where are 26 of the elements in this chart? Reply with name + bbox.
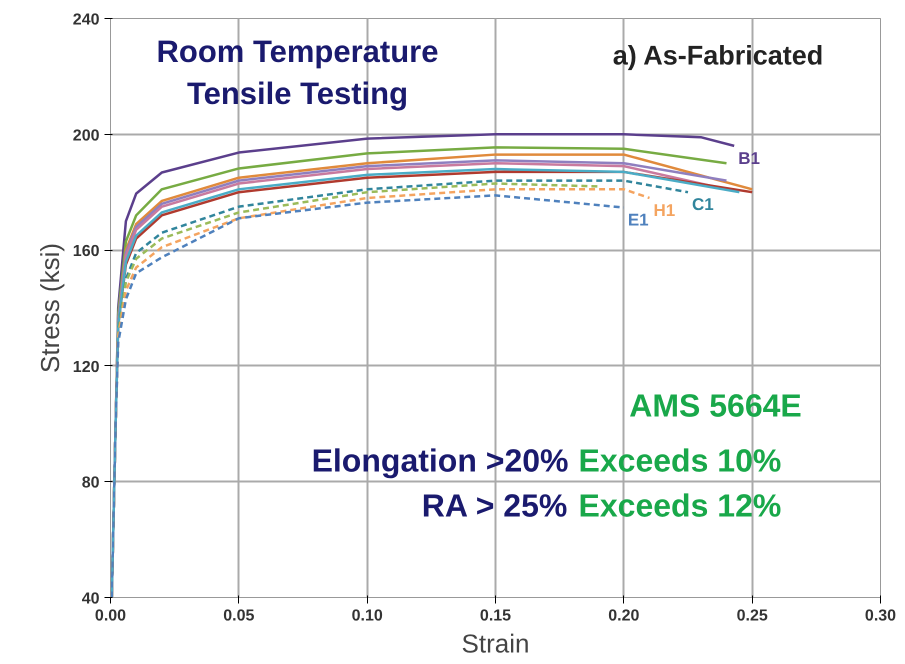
- y-tick-label: 40: [82, 590, 100, 608]
- y-axis-title: Stress (ksi): [34, 243, 65, 373]
- annotation: Exceeds 10%: [578, 442, 782, 478]
- y-tick-label: 160: [72, 243, 100, 260]
- annotation: Elongation >20%: [312, 442, 568, 478]
- y-tick-label: 240: [72, 12, 100, 28]
- series-label: B1: [738, 148, 760, 168]
- y-tick-label: 80: [82, 474, 100, 492]
- x-tick-label: 0.10: [352, 608, 383, 624]
- y-tick-label: 200: [72, 127, 100, 144]
- x-tick-label: 0.30: [864, 608, 896, 624]
- x-tick-label: 0.25: [736, 608, 768, 624]
- series-label: E1: [628, 210, 649, 230]
- x-tick-label: 0.05: [223, 608, 255, 624]
- x-tick-label: 0.00: [94, 608, 126, 624]
- annotation: a) As-Fabricated: [612, 40, 824, 70]
- annotation: RA > 25%: [422, 488, 568, 524]
- annotation: Exceeds 12%: [578, 488, 782, 524]
- series-label: C1: [692, 195, 714, 214]
- x-tick-label: 0.15: [480, 608, 512, 624]
- x-axis-title: Strain: [462, 628, 530, 658]
- annotation: AMS 5664E: [629, 388, 802, 424]
- series-label: H1: [654, 200, 676, 220]
- y-tick-label: 120: [72, 358, 100, 376]
- x-tick-label: 0.20: [608, 608, 640, 624]
- annotation: Room Temperature Tensile Testing: [156, 34, 438, 111]
